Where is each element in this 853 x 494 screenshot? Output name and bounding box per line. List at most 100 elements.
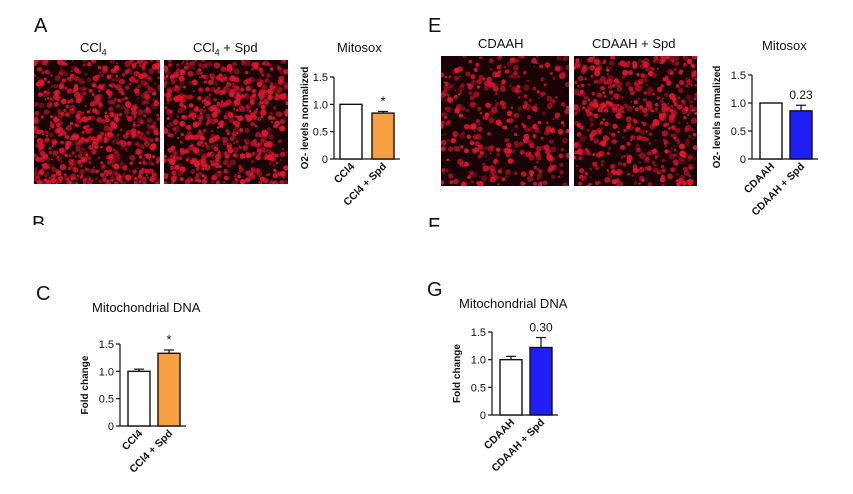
cell-dot (532, 134, 537, 139)
cell-dot (166, 101, 170, 105)
panel-letter-a: A (34, 15, 48, 37)
cell-dot (506, 61, 513, 67)
bar-1 (157, 352, 181, 427)
cell-dot (91, 148, 97, 155)
cell-dot (611, 107, 617, 113)
cell-dot (620, 170, 624, 174)
cell-dot (259, 70, 264, 75)
cell-dot (462, 54, 467, 59)
cell-dot (135, 149, 141, 155)
cell-dot (587, 98, 591, 102)
cell-dot (149, 144, 156, 151)
cell-dot (241, 93, 246, 99)
cell-dot (685, 94, 692, 101)
cell-dot (639, 64, 645, 69)
cell-dot (84, 138, 89, 143)
cell-dot (462, 131, 466, 135)
y-tick-label: 1.0 (99, 366, 114, 378)
cell-dot (692, 145, 698, 151)
cell-dot (46, 90, 50, 94)
cell-dot (175, 132, 177, 135)
cell-dot (201, 167, 205, 171)
cell-dot (186, 66, 191, 71)
chart-title-c: Mitochondrial DNA (92, 300, 201, 315)
cell-dot (649, 132, 653, 136)
cell-dot (192, 147, 200, 154)
cell-dot (116, 113, 119, 116)
cell-dot (214, 89, 219, 94)
bar-1 (789, 110, 813, 160)
cell-dot (562, 182, 568, 189)
cell-dot (227, 65, 232, 70)
cell-dot (609, 60, 615, 66)
cell-dot (211, 78, 214, 81)
cell-dot (527, 140, 534, 146)
cell-dot (120, 91, 125, 96)
cell-dot (244, 127, 250, 133)
cell-dot (211, 111, 218, 118)
cell-dot (89, 101, 95, 107)
cell-dot (673, 145, 676, 147)
significance-annotation: * (380, 93, 385, 108)
cell-dot (152, 121, 157, 126)
cell-dot (671, 110, 678, 117)
cell-dot (128, 141, 131, 145)
cell-dot (612, 139, 617, 144)
cell-dot (496, 152, 501, 157)
cell-dot (585, 172, 588, 176)
cell-dot (171, 181, 175, 184)
cell-dot (256, 147, 262, 153)
cell-dot (113, 151, 121, 158)
cell-dot (487, 145, 494, 152)
cell-dot (198, 87, 204, 93)
cell-dot (681, 108, 688, 114)
cell-dot (37, 76, 40, 79)
cell-dot (602, 91, 606, 94)
cell-dot (146, 101, 149, 104)
cell-dot (492, 87, 496, 91)
cell-dot (525, 152, 528, 154)
cell-dot (255, 143, 260, 148)
cell-dot (139, 155, 143, 159)
cell-dot (661, 183, 666, 188)
cell-dot (142, 136, 148, 142)
cell-dot (551, 174, 556, 179)
cell-dot (64, 86, 68, 91)
cell-dot (625, 81, 631, 87)
cell-dot (267, 88, 274, 95)
cell-dot (483, 85, 489, 91)
cell-dot (108, 74, 114, 79)
cell-dot (104, 114, 109, 119)
cell-dot (576, 140, 581, 145)
cell-dot (44, 174, 48, 178)
cell-dot (671, 125, 674, 129)
bar-1 (529, 346, 553, 416)
cell-dot (91, 58, 97, 64)
cell-dot (170, 166, 175, 171)
cell-dot (266, 127, 272, 132)
cell-dot (167, 89, 173, 95)
cell-dot (141, 72, 148, 78)
cell-dot (118, 112, 123, 116)
cell-dot (225, 99, 232, 106)
cell-dot (690, 110, 692, 113)
y-axis-label: O2- levels normalized (712, 66, 723, 169)
cell-dot (619, 60, 626, 67)
cell-dot (689, 104, 693, 108)
cell-dot (146, 117, 153, 124)
cell-dot (517, 96, 521, 99)
cell-dot (204, 176, 207, 179)
cell-dot (621, 135, 625, 139)
cell-dot (108, 95, 111, 99)
cell-dot (79, 86, 86, 92)
cell-dot (256, 78, 263, 85)
cell-dot (144, 162, 148, 166)
cell-dot (600, 163, 604, 167)
cell-dot (89, 180, 93, 184)
cell-dot (623, 103, 629, 109)
cell-dot (622, 154, 626, 158)
cell-dot (225, 110, 230, 116)
cell-dot (628, 70, 633, 75)
cell-dot (549, 139, 554, 144)
